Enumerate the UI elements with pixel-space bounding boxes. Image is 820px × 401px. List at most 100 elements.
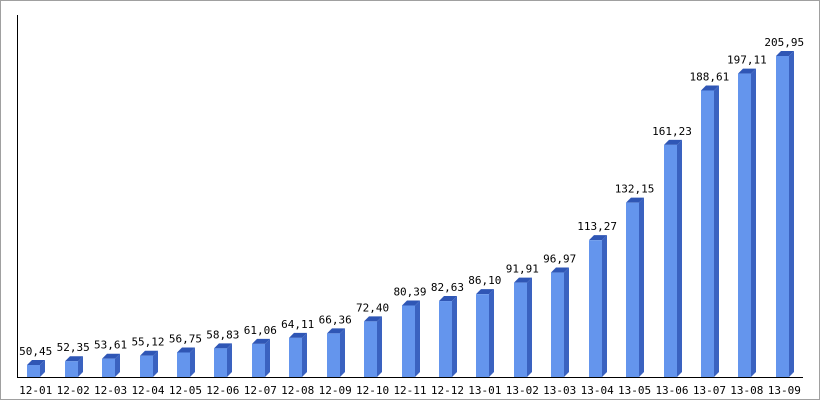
x-tick-label-12-01: 12-01 <box>19 384 52 397</box>
bar-top <box>289 332 307 338</box>
bar-top <box>514 277 532 283</box>
bar-top <box>738 68 756 74</box>
data-label-13-01: 86,10 <box>468 274 501 287</box>
bar-front <box>214 348 227 377</box>
data-label-12-05: 56,75 <box>169 332 202 345</box>
data-label-13-07: 188,61 <box>690 70 730 83</box>
bar-top <box>551 267 569 273</box>
bar-13-03 <box>551 267 569 377</box>
x-tick-label-13-08: 13-08 <box>730 384 763 397</box>
bar-13-01 <box>476 289 494 377</box>
bar-top <box>626 197 644 203</box>
bar-top <box>476 289 494 295</box>
bar-front <box>27 365 40 377</box>
data-label-12-04: 55,12 <box>131 336 164 349</box>
bar-front <box>626 202 639 377</box>
bar-front <box>65 361 78 377</box>
x-tick-label-13-09: 13-09 <box>768 384 801 397</box>
bar-top <box>102 353 120 359</box>
x-tick-label-12-07: 12-07 <box>244 384 277 397</box>
data-label-12-11: 80,39 <box>393 286 426 299</box>
data-label-13-03: 96,97 <box>543 253 576 266</box>
bar-top <box>589 235 607 241</box>
bar-side <box>602 235 607 377</box>
bar-top <box>327 328 345 334</box>
data-label-13-09: 205,95 <box>764 36 804 49</box>
bar-side <box>489 289 494 377</box>
bar-top <box>27 360 45 365</box>
bar-side <box>751 68 756 378</box>
bar-side <box>789 51 794 377</box>
bar-12-10 <box>364 316 382 377</box>
bar-front <box>177 352 190 377</box>
bar-12-11 <box>402 300 420 377</box>
data-label-13-02: 91,91 <box>506 263 539 276</box>
bar-side <box>78 356 83 377</box>
bar-12-03 <box>102 353 120 377</box>
x-tick-label-12-10: 12-10 <box>356 384 389 397</box>
bars-layer <box>27 51 794 378</box>
bar-front <box>402 305 415 377</box>
bar-top <box>214 343 232 349</box>
data-label-13-08: 197,11 <box>727 54 767 67</box>
bar-side <box>40 360 45 377</box>
data-labels-layer: 50,45 52,35 53,61 55,12 56,75 58,83 61,06 64,11… <box>19 36 804 358</box>
bar-side <box>714 85 719 378</box>
data-label-12-02: 52,35 <box>57 341 90 354</box>
x-tick-label-13-03: 13-03 <box>543 384 576 397</box>
bar-top <box>402 300 420 306</box>
bar-13-08 <box>738 68 756 378</box>
bar-front <box>439 301 452 377</box>
x-tick-label-12-11: 12-11 <box>393 384 426 397</box>
bar-side <box>527 277 532 377</box>
data-label-12-09: 66,36 <box>319 313 352 326</box>
data-label-12-01: 50,45 <box>19 345 52 358</box>
bar-12-05 <box>177 347 195 377</box>
bar-top <box>252 338 270 344</box>
x-tick-labels-layer: 12-01 12-02 12-03 12-04 12-05 12-06 12-07 12-08… <box>19 384 801 397</box>
bar-side <box>265 338 270 377</box>
bar-12-06 <box>214 343 232 377</box>
bar-13-05 <box>626 197 644 377</box>
bar-top <box>439 296 457 302</box>
x-tick-label-13-05: 13-05 <box>618 384 651 397</box>
bar-side <box>115 353 120 377</box>
bar-top <box>140 350 158 356</box>
bar-side <box>340 328 345 377</box>
x-tick-label-12-02: 12-02 <box>57 384 90 397</box>
bar-front <box>140 355 153 377</box>
bar-13-04 <box>589 235 607 377</box>
x-tick-label-13-02: 13-02 <box>506 384 539 397</box>
bar-front <box>664 144 677 377</box>
x-tick-label-13-06: 13-06 <box>655 384 688 397</box>
data-label-13-06: 161,23 <box>652 125 692 138</box>
bar-12-01 <box>27 360 45 377</box>
x-tick-label-12-09: 12-09 <box>319 384 352 397</box>
bar-side <box>377 316 382 377</box>
bar-12-08 <box>289 332 307 377</box>
data-label-12-07: 61,06 <box>244 324 277 337</box>
bar-front <box>289 337 302 377</box>
bar-front <box>514 282 527 377</box>
bar-13-07 <box>701 85 719 378</box>
x-tick-label-13-01: 13-01 <box>468 384 501 397</box>
bar-side <box>227 343 232 377</box>
x-tick-label-12-04: 12-04 <box>131 384 164 397</box>
bar-front <box>327 333 340 377</box>
bar-12-04 <box>140 350 158 377</box>
bar-top <box>177 347 195 353</box>
bar-13-06 <box>664 139 682 377</box>
bar-front <box>701 90 714 378</box>
x-tick-label-13-07: 13-07 <box>693 384 726 397</box>
bar-top <box>701 85 719 91</box>
data-label-12-08: 64,11 <box>281 318 314 331</box>
bar-top <box>776 51 794 56</box>
bar-side <box>452 296 457 377</box>
bar-front <box>738 73 751 378</box>
data-label-12-06: 58,83 <box>206 328 239 341</box>
bar-front <box>476 294 489 377</box>
data-label-13-05: 132,15 <box>615 183 655 196</box>
data-label-12-12: 82,63 <box>431 281 464 294</box>
